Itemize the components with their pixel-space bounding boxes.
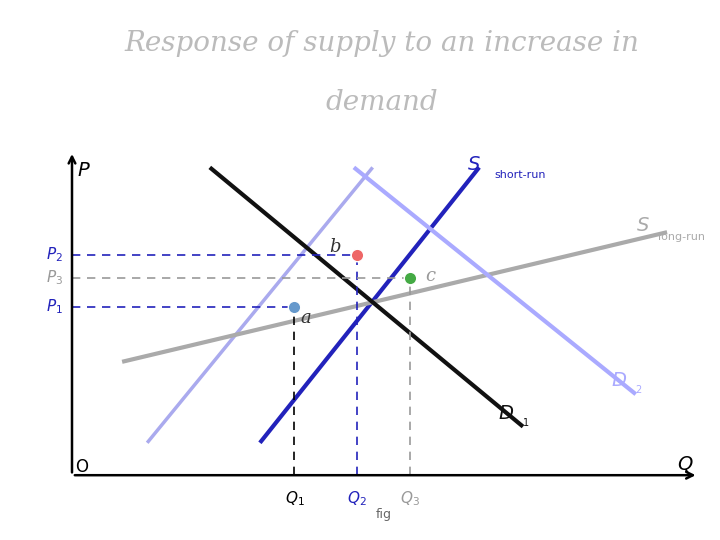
Text: $P_2$: $P_2$ bbox=[46, 246, 63, 264]
Text: $P_3$: $P_3$ bbox=[45, 268, 63, 287]
Text: $Q_2$: $Q_2$ bbox=[347, 490, 367, 509]
Text: c: c bbox=[426, 267, 436, 285]
Text: $S$: $S$ bbox=[467, 156, 480, 174]
Text: $Q_1$: $Q_1$ bbox=[284, 490, 305, 509]
Text: a: a bbox=[300, 309, 311, 327]
Text: $S$: $S$ bbox=[636, 218, 649, 235]
Text: $Q_3$: $Q_3$ bbox=[400, 490, 420, 509]
Text: P: P bbox=[78, 161, 89, 180]
Text: $D$: $D$ bbox=[498, 404, 514, 423]
Text: long-run: long-run bbox=[657, 232, 705, 242]
Text: $D$: $D$ bbox=[611, 372, 627, 390]
Text: $_2$: $_2$ bbox=[634, 382, 642, 396]
Text: Q: Q bbox=[677, 454, 692, 474]
Text: b: b bbox=[329, 238, 341, 256]
Text: fig: fig bbox=[376, 508, 392, 521]
Text: $P_1$: $P_1$ bbox=[45, 298, 63, 316]
Text: O: O bbox=[75, 458, 88, 476]
Text: demand: demand bbox=[325, 89, 438, 116]
Text: $_1$: $_1$ bbox=[522, 415, 529, 429]
Text: short-run: short-run bbox=[495, 170, 546, 180]
Text: Response of supply to an increase in: Response of supply to an increase in bbox=[124, 30, 639, 57]
